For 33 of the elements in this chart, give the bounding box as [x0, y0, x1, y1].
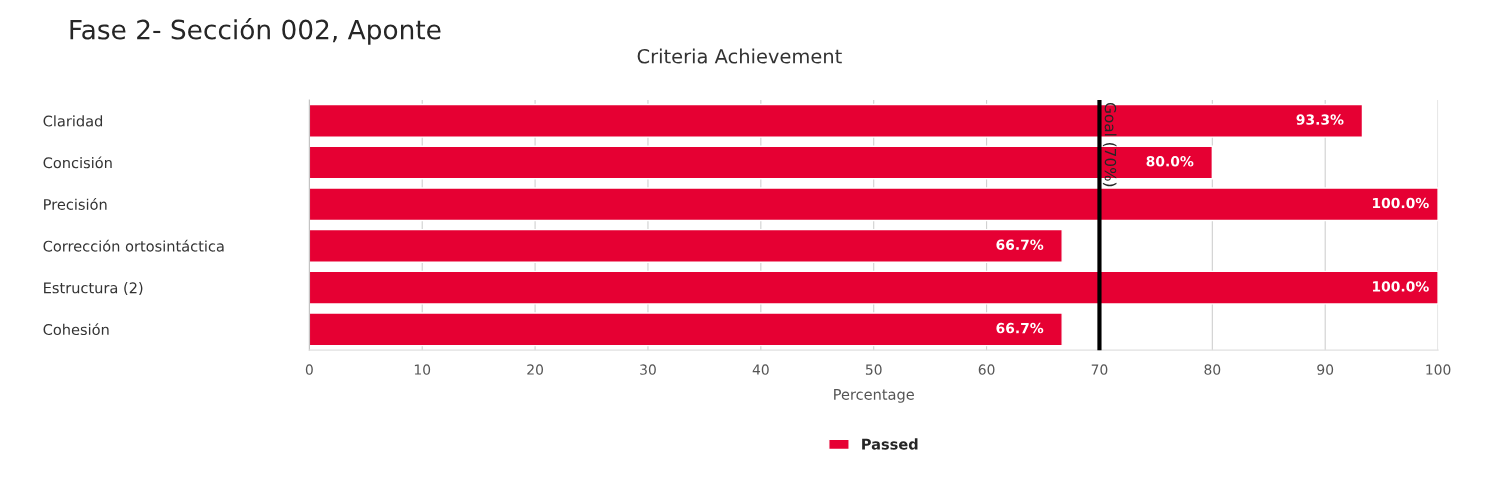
x-tick-label: 80: [1204, 364, 1221, 375]
data-label: 93.3%: [1296, 114, 1344, 125]
legend-label: Passed: [862, 438, 918, 450]
x-tick-label: 10: [414, 364, 431, 375]
ref-line-label: Goal (70%): [1102, 102, 1117, 187]
x-tick-label: 60: [978, 364, 995, 375]
y-tick-label: Estructura (2): [44, 282, 143, 296]
chart-subtitle: Criteria Achievement: [637, 48, 842, 64]
y-tick-label: Cohesión: [43, 323, 109, 336]
bar: [309, 270, 1439, 305]
bar: [309, 103, 1364, 138]
x-tick-label: 0: [305, 364, 313, 375]
data-label: 100.0%: [1372, 197, 1429, 209]
y-tick-label: Concisión: [43, 156, 112, 169]
y-tick-label: Corrección ortosintáctica: [43, 239, 224, 252]
x-axis-title: Percentage: [834, 389, 914, 403]
y-tick-label: Precisión: [44, 198, 107, 210]
x-tick-label: 70: [1091, 364, 1108, 375]
y-tick-label: Claridad: [43, 115, 103, 127]
bar: [309, 187, 1439, 222]
x-tick-label: 90: [1317, 364, 1334, 375]
x-tick-label: 30: [640, 364, 656, 375]
x-tick-label: 20: [527, 364, 544, 375]
data-label: 66.7%: [996, 239, 1044, 250]
x-tick-label: 40: [752, 364, 769, 375]
bar: [309, 312, 1063, 347]
chart-title: Fase 2- Sección 002, Aponte: [70, 18, 441, 45]
data-label: 80.0%: [1146, 156, 1194, 167]
data-label: 66.7%: [996, 322, 1044, 334]
bar: [309, 228, 1063, 263]
data-label: 100.0%: [1372, 281, 1429, 292]
x-tick-label: 100: [1426, 364, 1451, 375]
x-tick-label: 50: [865, 364, 882, 375]
